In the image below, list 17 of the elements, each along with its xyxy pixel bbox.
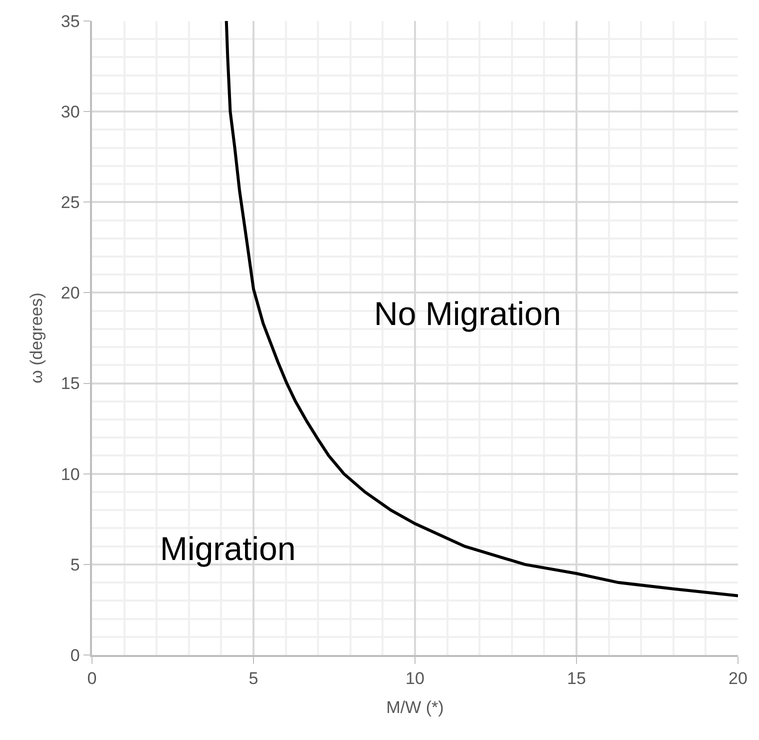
y-tick-label: 20 <box>60 284 80 303</box>
y-tick-label: 30 <box>60 102 80 122</box>
x-tick-label: 20 <box>728 669 748 688</box>
x-tick-label: 5 <box>248 669 258 688</box>
x-tick-label: 0 <box>87 669 97 688</box>
x-tick-label: 10 <box>406 669 424 688</box>
x-tick-label: 15 <box>567 669 586 688</box>
y-tick-label: 25 <box>60 193 80 212</box>
y-tick-label: 15 <box>60 374 80 394</box>
y-tick-label: 10 <box>60 464 80 484</box>
y-axis-title: ω (degrees) <box>26 292 46 384</box>
x-axis-title: M/W (*) <box>386 698 444 718</box>
y-tick-label: 5 <box>70 555 80 574</box>
y-tick-label: 0 <box>70 646 80 665</box>
annotation: Migration <box>160 530 296 567</box>
y-tick-label: 35 <box>60 12 80 31</box>
annotation: No Migration <box>374 295 562 332</box>
